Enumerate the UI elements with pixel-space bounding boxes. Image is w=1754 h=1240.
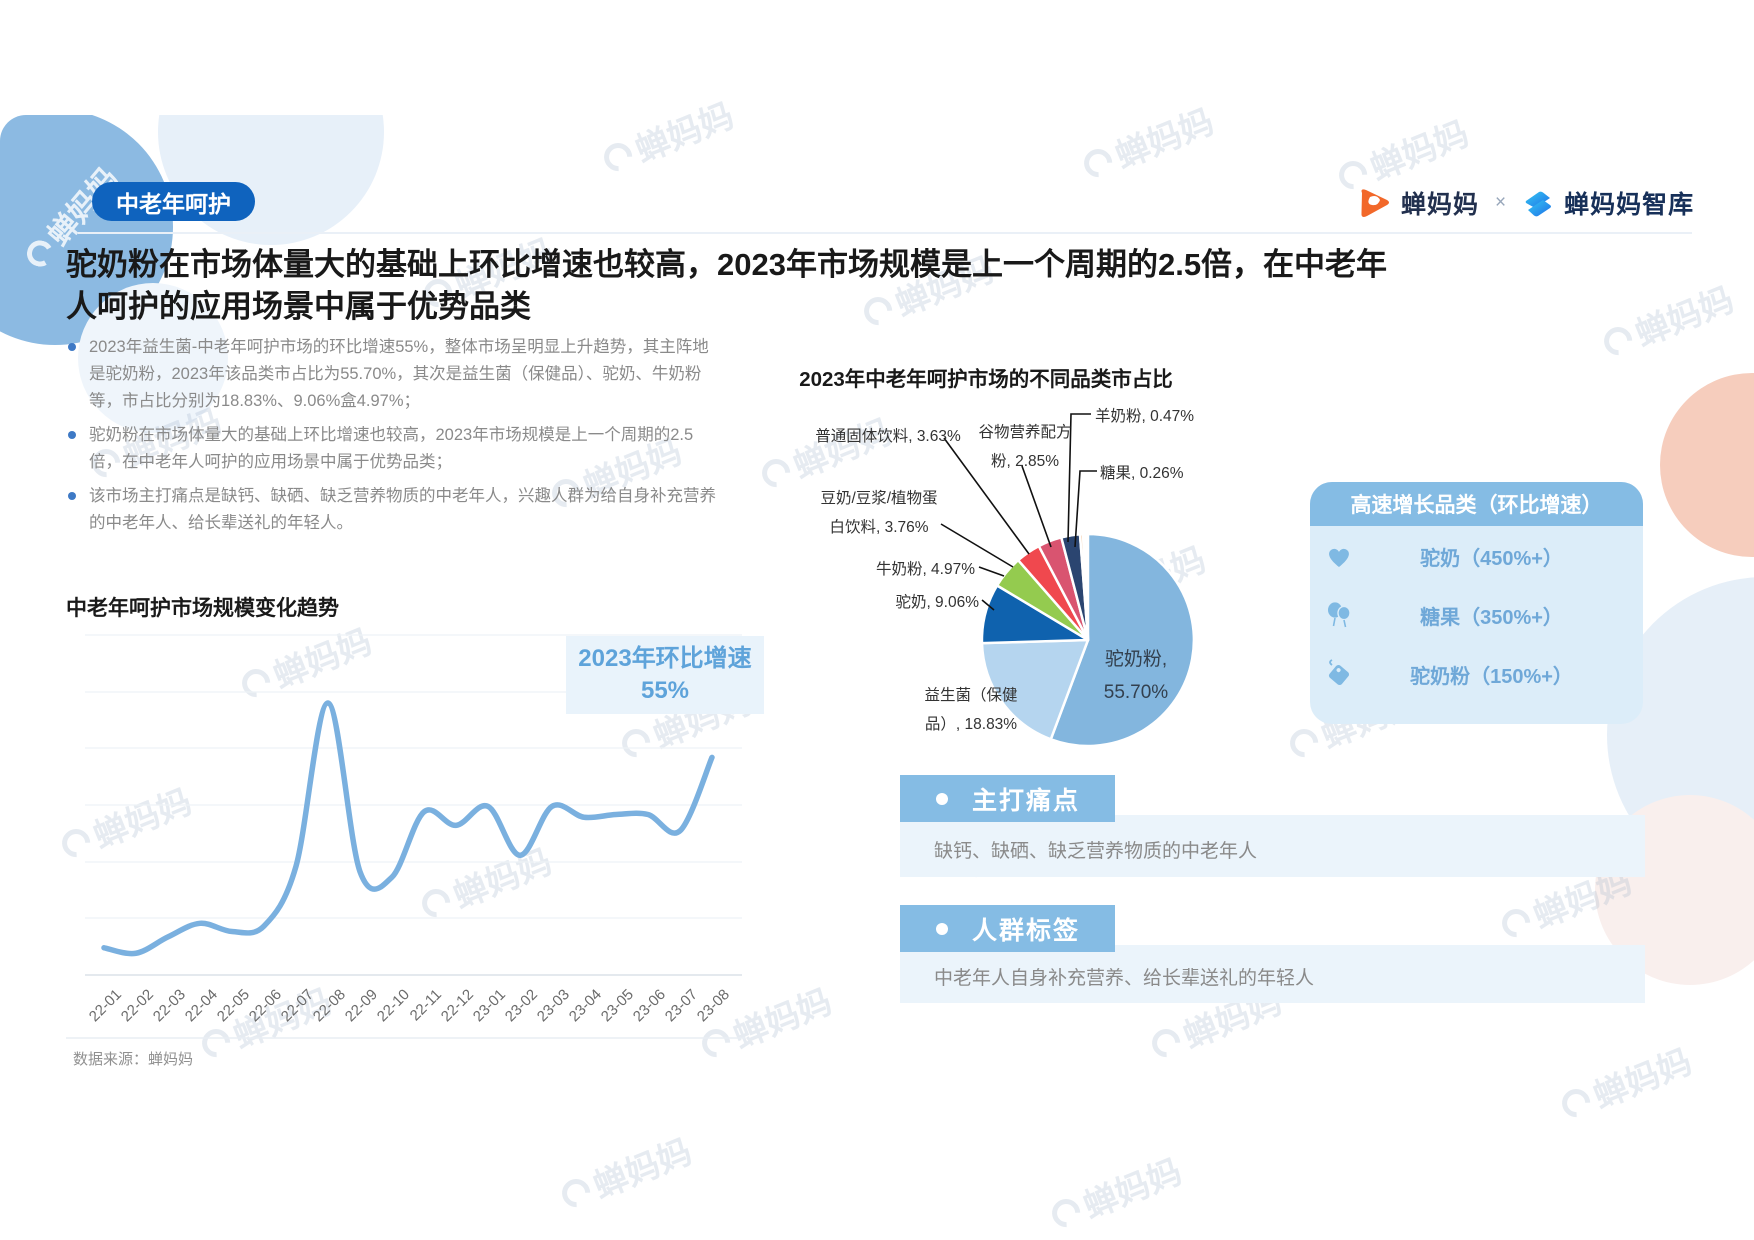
decor-circle-light-1 xyxy=(158,115,384,245)
brand-separator: × xyxy=(1495,192,1507,213)
heart-icon xyxy=(1329,548,1349,567)
brand-right-label: 蝉妈妈智库 xyxy=(1564,191,1695,219)
bullet-item: 驼奶粉在市场体量大的基础上环比增速也较高，2023年市场规模是上一个周期的2.5… xyxy=(66,422,716,476)
growth-row: 驼奶（450%+） xyxy=(1310,527,1643,585)
growth-item-label: 糖果（350%+） xyxy=(1420,606,1563,629)
data-source-note: 数据来源：蝉妈妈 xyxy=(73,1051,194,1068)
line-chart-title: 中老年呵护市场规模变化趋势 xyxy=(66,597,339,620)
bullet-dot-icon xyxy=(936,792,948,805)
tag-icon xyxy=(1328,659,1350,686)
pie-label-dounai: 豆奶/豆浆/植物蛋白饮料, 3.76% xyxy=(820,490,938,537)
balloons-icon xyxy=(1328,602,1351,628)
pie-label-tuonai: 驼奶, 9.06% xyxy=(895,594,979,611)
pie-chart-title: 2023年中老年呵护市场的不同品类市占比 xyxy=(799,368,1173,391)
growth-item-label: 驼奶（450%+） xyxy=(1420,547,1563,570)
decor-circle-light-2 xyxy=(78,283,228,433)
growth-item-label: 驼奶粉（150%+） xyxy=(1410,665,1573,688)
audience-body: 中老年人自身补充营养、给长辈送礼的年轻人 xyxy=(900,945,1645,1003)
category-tag-label: 中老年呵护 xyxy=(116,190,231,217)
pie-label-guti-yinliao: 普通固体饮料, 3.63% xyxy=(815,428,961,445)
summary-bullets: 2023年益生菌-中老年呵护市场的环比增速55%，整体市场呈明显上升趋势，其主阵… xyxy=(66,334,716,544)
bullet-item: 该市场主打痛点是缺钙、缺硒、缺乏营养物质的中老年人，兴趣人群为给自身补充营养的中… xyxy=(66,483,716,537)
pain-point-body: 缺钙、缺硒、缺乏营养物质的中老年人 xyxy=(900,815,1645,877)
pie-label-yishengjun: 益生菌（保健品）, 18.83% xyxy=(924,687,1018,734)
bullet-dot-icon xyxy=(936,922,948,935)
growth-rate-badge: 2023年环比增速 55% xyxy=(566,636,764,714)
watermark: 蝉妈妈 xyxy=(1044,1144,1188,1240)
audience-text: 中老年人自身补充营养、给长辈送礼的年轻人 xyxy=(934,968,1315,989)
category-tag: 中老年呵护 xyxy=(92,182,255,221)
growth-row: 糖果（350%+） xyxy=(1310,586,1643,644)
chanmama-logo-icon xyxy=(1361,189,1389,217)
growth-rate-badge-line2: 55% xyxy=(640,677,690,704)
page-title: 驼奶粉在市场体量大的基础上环比增速也较高，2023年市场规模是上一个周期的2.5… xyxy=(66,247,1388,324)
growth-panel-title: 高速增长品类（环比增速） xyxy=(1310,482,1643,526)
zhiku-logo-icon xyxy=(1525,191,1552,216)
pain-point-text: 缺钙、缺硒、缺乏营养物质的中老年人 xyxy=(934,841,1258,862)
pie-label-tuonaifen: 驼奶粉, 55.70% xyxy=(1103,649,1169,704)
pie-label-niunaifen: 牛奶粉, 4.97% xyxy=(875,561,975,578)
growth-row: 驼奶粉（150%+） xyxy=(1310,645,1643,703)
brand-left-label: 蝉妈妈 xyxy=(1401,191,1480,219)
growth-rate-badge-line1: 2023年环比增速 xyxy=(578,644,752,672)
audience-header: 人群标签 xyxy=(900,905,1115,952)
bullet-item: 2023年益生菌-中老年呵护市场的环比增速55%，整体市场呈明显上升趋势，其主阵… xyxy=(66,334,716,415)
growth-panel: 高速增长品类（环比增速） 驼奶（450%+） 糖果（350%+） xyxy=(1310,482,1643,724)
pie-label-tangguo: 糖果, 0.26% xyxy=(1100,465,1184,482)
pain-point-title: 主打痛点 xyxy=(972,786,1081,815)
watermark: 蝉妈妈 xyxy=(554,1124,698,1220)
pie-label-guwu: 谷物营养配方粉, 2.85% xyxy=(978,424,1072,471)
pie-label-yangnaifen: 羊奶粉, 0.47% xyxy=(1095,408,1195,425)
pain-point-header: 主打痛点 xyxy=(900,775,1115,822)
brand-row: 蝉妈妈 × 蝉妈妈智库 xyxy=(1356,184,1694,222)
header-divider xyxy=(78,232,1692,234)
decor-circle-salmon xyxy=(1660,373,1754,557)
audience-title: 人群标签 xyxy=(972,916,1081,945)
